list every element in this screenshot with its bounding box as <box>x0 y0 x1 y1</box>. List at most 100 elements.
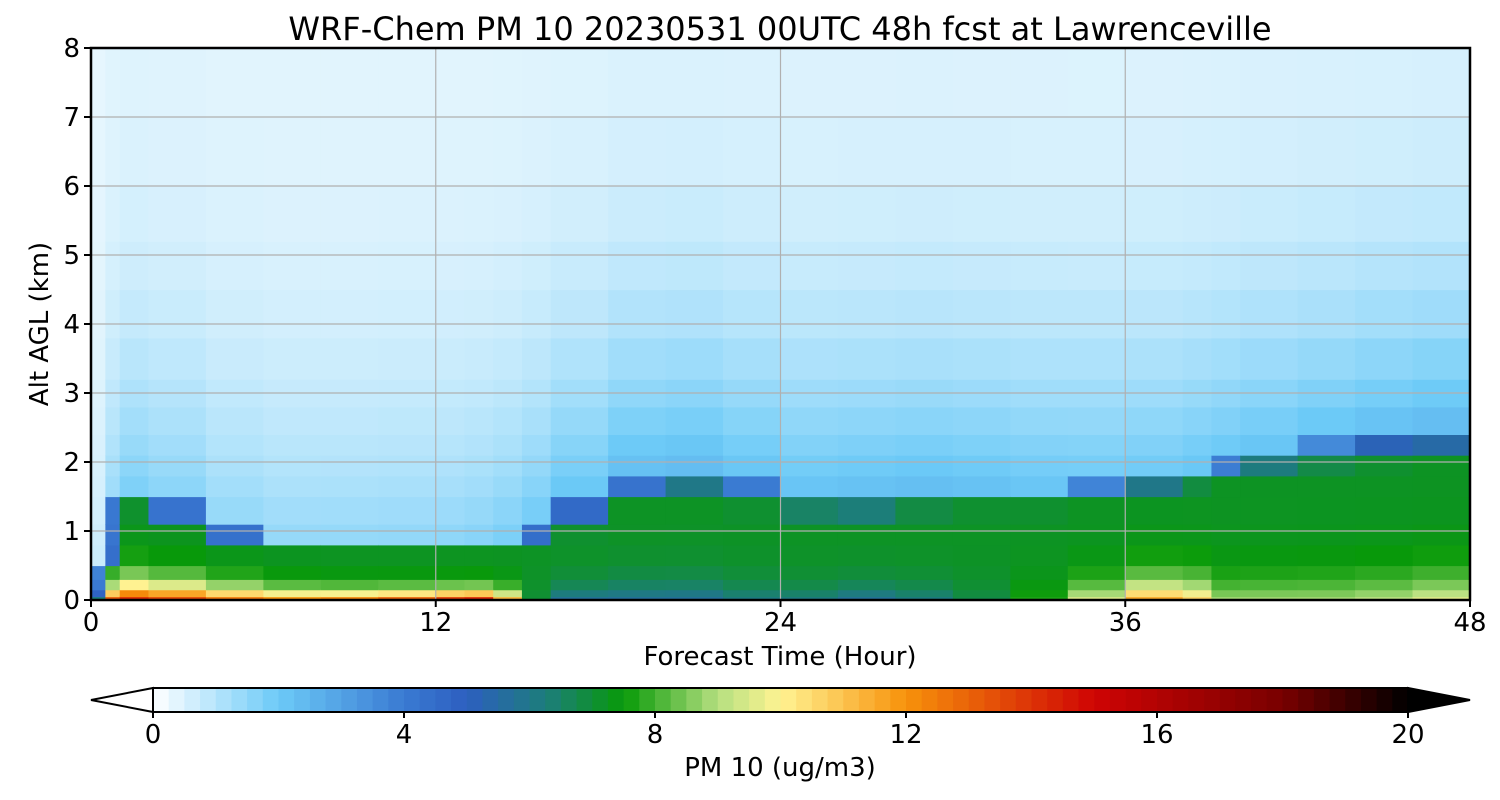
heatmap-cell <box>837 475 897 498</box>
heatmap-cell <box>837 406 897 435</box>
heatmap-cell <box>263 596 322 600</box>
heatmap-cell <box>493 406 523 435</box>
heatmap-cell <box>378 475 437 498</box>
heatmap-cell <box>1182 406 1213 435</box>
heatmap-cell <box>435 289 466 339</box>
colorbar-cell <box>576 688 593 712</box>
heatmap-cell <box>608 544 667 567</box>
heatmap-cell <box>378 186 437 242</box>
heatmap-cell <box>91 524 106 546</box>
heatmap-cell <box>723 524 782 546</box>
heatmap-cell <box>320 524 379 546</box>
heatmap-cell <box>1412 117 1470 187</box>
heatmap-cell <box>1182 579 1213 591</box>
heatmap-cell <box>665 241 724 291</box>
heatmap-cell <box>1125 337 1184 380</box>
heatmap-cell <box>1182 596 1213 600</box>
heatmap-cell <box>1125 48 1184 118</box>
colorbar-cell <box>764 688 781 712</box>
heatmap-cell <box>1010 117 1069 187</box>
heatmap-cell <box>1125 406 1184 435</box>
heatmap-cell <box>1010 337 1069 380</box>
heatmap-cell <box>148 565 207 580</box>
heatmap-cell <box>608 496 667 525</box>
heatmap-cell <box>780 337 839 380</box>
colorbar-cell <box>482 688 499 712</box>
heatmap-cell <box>665 589 724 598</box>
heatmap-cell <box>952 455 1011 477</box>
colorbar-cell <box>466 688 483 712</box>
heatmap-cell <box>205 596 264 600</box>
heatmap-cell <box>105 117 121 187</box>
colorbar-cell <box>560 688 578 712</box>
heatmap-cell <box>320 289 379 339</box>
heatmap-cell <box>205 565 264 580</box>
heatmap-cell <box>1355 337 1414 380</box>
heatmap-cell <box>780 589 839 598</box>
heatmap-cell <box>205 544 264 567</box>
heatmap-cell <box>723 48 782 118</box>
x-tick-label: 24 <box>764 608 797 638</box>
heatmap-cell <box>435 434 466 456</box>
heatmap-cell <box>378 565 437 580</box>
heatmap-cell <box>119 186 150 242</box>
heatmap-cell <box>91 241 106 291</box>
heatmap-cell <box>1010 544 1069 567</box>
heatmap-cell <box>1355 48 1414 118</box>
colorbar-extend-left-arrow <box>90 686 154 714</box>
heatmap-cell <box>665 455 724 477</box>
colorbar-cell <box>356 688 374 712</box>
heatmap-cell <box>205 496 264 525</box>
colorbar-cell <box>607 688 625 712</box>
heatmap-cell <box>1010 48 1069 118</box>
heatmap-cell <box>1067 524 1126 546</box>
heatmap-cell <box>119 406 150 435</box>
heatmap-cell <box>105 565 121 580</box>
heatmap-cell <box>1355 589 1414 598</box>
heatmap-cell <box>550 406 609 435</box>
heatmap-cell <box>1412 337 1470 380</box>
heatmap-cell <box>1182 186 1213 242</box>
heatmap-cell <box>119 596 150 600</box>
heatmap-cell <box>1067 579 1126 591</box>
x-tick-label: 48 <box>1453 608 1486 638</box>
heatmap-cell <box>105 475 121 498</box>
heatmap-cell <box>837 565 897 580</box>
heatmap-cell <box>105 406 121 435</box>
heatmap-cell <box>1010 186 1069 242</box>
heatmap-cell <box>105 434 121 456</box>
heatmap-cell <box>837 289 897 339</box>
heatmap-cell <box>378 589 437 598</box>
heatmap-cell <box>521 496 552 525</box>
heatmap-cell <box>1412 496 1470 525</box>
heatmap-cell <box>895 406 954 435</box>
colorbar-cell <box>1000 688 1017 712</box>
heatmap-cell <box>665 496 724 525</box>
heatmap-cell <box>1211 589 1241 598</box>
heatmap-cell <box>1211 579 1241 591</box>
heatmap-cell <box>521 524 552 546</box>
heatmap-cell <box>780 565 839 580</box>
heatmap-cell <box>435 241 466 291</box>
x-tick-label: 36 <box>1109 608 1142 638</box>
colorbar-extend-right-arrow <box>1407 686 1471 714</box>
colorbar-cell <box>278 688 295 712</box>
heatmap-cell <box>723 496 782 525</box>
heatmap-cell <box>1067 565 1126 580</box>
heatmap-cell <box>1182 455 1213 477</box>
heatmap-cell <box>435 117 466 187</box>
heatmap-cell <box>1297 434 1356 456</box>
heatmap-field <box>91 48 1470 600</box>
heatmap-cell <box>1211 434 1241 456</box>
heatmap-cell <box>148 455 207 477</box>
heatmap-cell <box>550 596 609 600</box>
heatmap-cell <box>263 434 322 456</box>
colorbar-cell <box>513 688 530 712</box>
heatmap-cell <box>464 117 494 187</box>
heatmap-cell <box>1240 337 1299 380</box>
heatmap-cell <box>952 579 1011 591</box>
heatmap-cell <box>205 337 264 380</box>
heatmap-cell <box>378 337 437 380</box>
heatmap-cell <box>895 337 954 380</box>
colorbar-cell <box>623 688 640 712</box>
